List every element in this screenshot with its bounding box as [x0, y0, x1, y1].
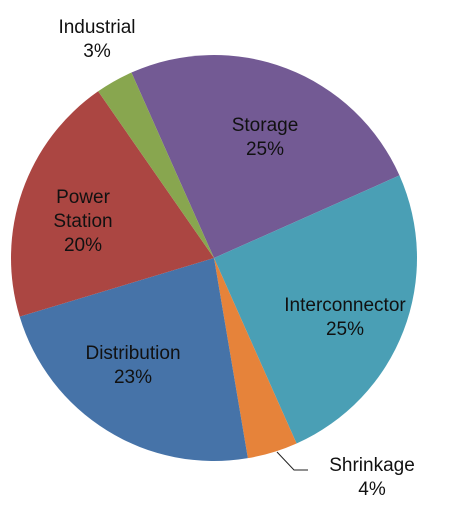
pie-slice — [214, 175, 418, 444]
slice-label: Storage 25% — [205, 114, 325, 162]
slice-label: Interconnector 25% — [270, 294, 420, 342]
value-label: 20% — [63, 235, 103, 256]
leader-line — [276, 451, 308, 471]
category-label: Storage — [231, 115, 299, 136]
value-label: 25% — [325, 319, 365, 340]
pie-slice — [214, 258, 297, 459]
value-label: 3% — [83, 41, 111, 62]
category-label: Shrinkage — [329, 455, 415, 476]
pie-slice — [98, 72, 214, 259]
pie-slice — [10, 91, 214, 317]
pie-slice — [19, 258, 248, 462]
category-label: Power Station — [53, 187, 113, 232]
category-label: Distribution — [85, 343, 181, 364]
slice-label: Industrial 3% — [37, 16, 157, 64]
slice-label: Shrinkage 4% — [302, 454, 442, 502]
pie-slice — [131, 55, 400, 258]
slice-label: Distribution 23% — [53, 342, 213, 390]
value-label: 4% — [358, 479, 386, 500]
category-label: Industrial — [58, 17, 136, 38]
category-label: Interconnector — [284, 295, 406, 316]
value-label: 23% — [113, 367, 153, 388]
value-label: 25% — [245, 139, 285, 160]
slice-label: Power Station 20% — [38, 186, 128, 258]
